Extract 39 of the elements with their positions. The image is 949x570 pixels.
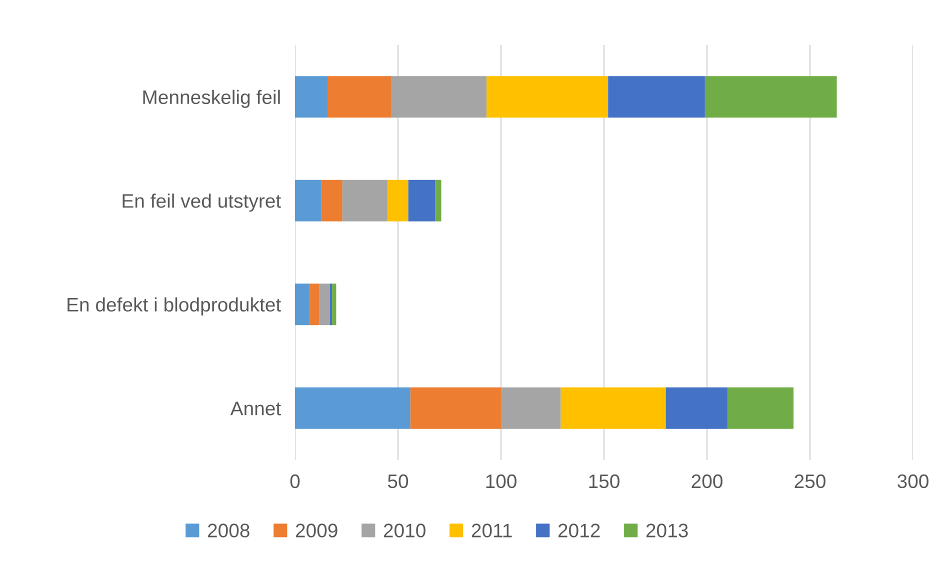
y-tick-label: En defekt i blodproduktet [68,297,281,316]
bar [342,180,388,222]
bar [295,180,322,222]
bar [392,76,487,118]
legend-label: 2008 [208,524,250,538]
x-tick-label: 150 [589,474,620,488]
bar [666,387,728,429]
x-tick-label: 200 [692,474,722,488]
bar [320,284,330,326]
bar [560,387,666,429]
bar [322,180,342,222]
legend-label: 2010 [384,524,426,538]
bar [295,76,328,118]
bar [435,180,442,222]
y-tick-label: En feil ved utstyret [122,194,281,212]
bar [486,76,608,118]
legend-label: 2012 [558,524,600,538]
x-tick-label: 0 [290,474,300,488]
legend-label: 2009 [296,524,338,538]
bar [704,76,837,118]
x-tick-label: 100 [486,474,516,488]
bar [309,284,320,326]
x-tick-label: 300 [898,474,928,488]
legend-label: 2013 [646,524,688,538]
x-tick-label: 50 [388,474,408,488]
bar [295,284,310,326]
legend-label: 2011 [472,524,512,538]
bar [408,180,436,222]
bar [728,387,794,429]
bar [328,76,392,118]
y-tick-label: Menneskelig feil [143,90,280,108]
y-tick-label: Annet [230,402,281,416]
bar [332,284,336,326]
bar [501,387,561,429]
bar [388,180,408,222]
bar [410,387,501,429]
x-tick-label: 250 [794,474,826,488]
bar [608,76,705,118]
bar [295,387,410,429]
